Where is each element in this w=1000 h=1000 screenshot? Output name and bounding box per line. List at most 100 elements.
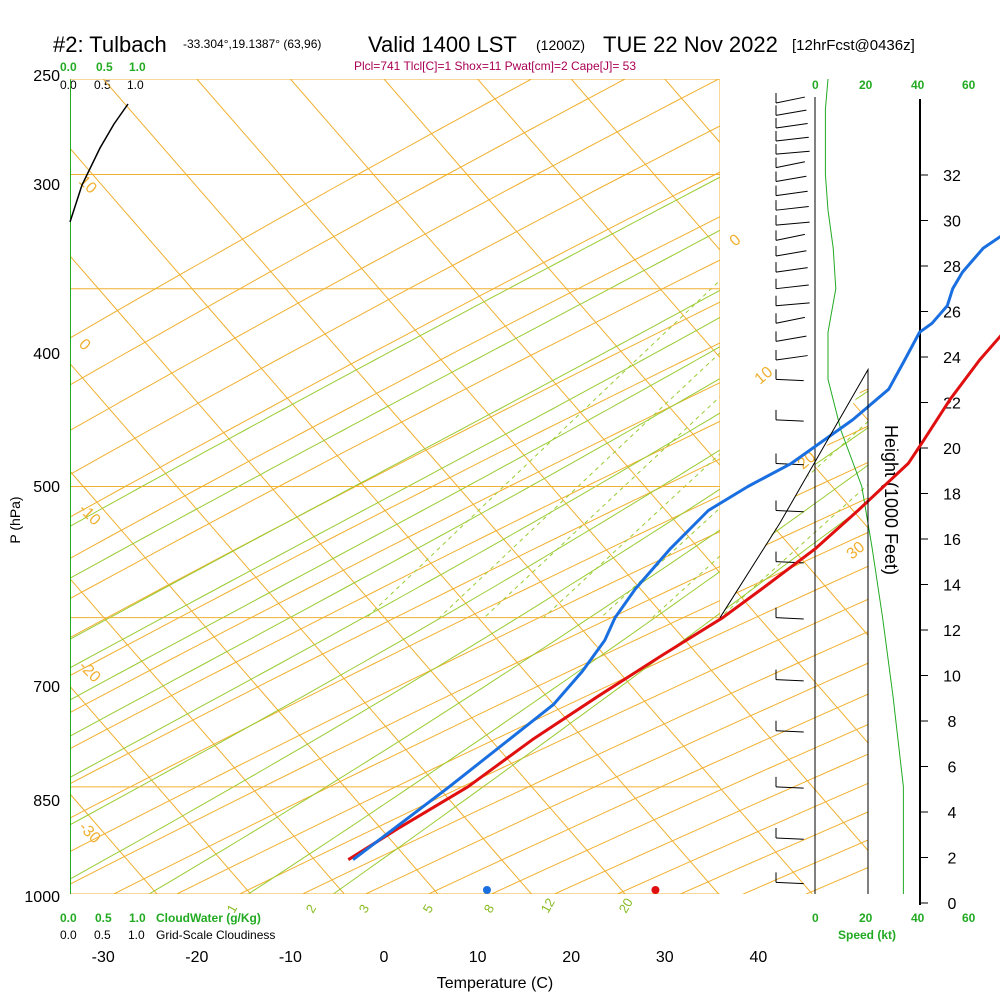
mixing-ratio-line (483, 79, 868, 619)
height-tick: 8 (948, 714, 957, 731)
height-axis-label: Height (1000 Feet) (881, 425, 901, 575)
moist-adiabat (70, 79, 868, 894)
cloud-scale-bottom-g1: 0.5 (95, 911, 112, 925)
valid-time: Valid 1400 LST (368, 32, 517, 57)
y-axis-label: P (hPa) (7, 496, 23, 543)
pressure-tick: 700 (33, 679, 60, 696)
speed-panel-labels: 0 20 40 60 0 20 40 60 Speed (kt) (812, 78, 976, 942)
moist-adiabat (70, 79, 868, 894)
height-tick: 20 (943, 441, 961, 458)
cloud-scale-bottom-g2: 1.0 (129, 911, 146, 925)
forecast-tag: [12hrFcst@0436z] (792, 37, 915, 54)
dry-adiabat (315, 79, 868, 894)
wind-barb (775, 786, 804, 789)
temperature-tick: 40 (750, 949, 768, 966)
temperature-tick: -30 (92, 949, 115, 966)
station-title: #2: Tulbach (53, 32, 167, 57)
wind-barb (775, 123, 808, 129)
mixing-ratio-label: 12 (538, 895, 558, 915)
wind-barb (775, 175, 807, 182)
cloud-scale-bottom: 0.0 0.5 1.0 CloudWater (g/Kg) 0.0 0.5 1.… (60, 911, 275, 942)
dry-adiabat (70, 79, 868, 894)
cloud-scale-bottom-b0: 0.0 (60, 928, 77, 942)
dry-adiabat (70, 79, 719, 894)
wind-barb (775, 250, 807, 257)
speed-top-60: 60 (962, 78, 976, 92)
cloud-scale-top-b2: 1.0 (127, 78, 144, 92)
moist-adiabat (70, 79, 868, 894)
moist-adiabat (70, 79, 868, 894)
wind-barb (775, 302, 810, 307)
wind-speed-line (824, 78, 904, 894)
speed-top-20: 20 (859, 78, 873, 92)
temperature-line (347, 334, 1000, 861)
wind-barb (775, 150, 810, 155)
dry-adiabat (70, 79, 868, 894)
mixing-ratio-label: 20 (616, 895, 636, 915)
height-tick: 2 (948, 851, 957, 868)
speed-label: Speed (kt) (838, 928, 896, 942)
dewpoint-line (352, 235, 1000, 861)
moist-adiabat (210, 79, 868, 894)
dry-adiabat-label: -30 (75, 819, 103, 847)
temperature-tick: 20 (562, 949, 580, 966)
wind-barb (775, 96, 805, 104)
indices-line: Plcl=741 Tlcl[C]=1 Shox=11 Pwat[cm]=2 Ca… (354, 59, 636, 73)
cloud-scale-bottom-b2: 1.0 (128, 928, 145, 942)
height-tick: 24 (943, 350, 961, 367)
moist-adiabat (298, 79, 868, 894)
surface-dewpoint-marker (482, 886, 491, 894)
height-tick: 22 (943, 396, 961, 413)
dry-adiabat-label: 0 (75, 336, 93, 354)
dry-adiabat (70, 79, 868, 894)
dry-adiabat (252, 79, 868, 894)
pressure-tick: 250 (33, 68, 60, 85)
cloud-scale-top-g0: 0.0 (60, 60, 77, 74)
skewt-grid (70, 79, 868, 894)
dry-adiabat (70, 79, 813, 894)
speed-bottom-20: 20 (859, 911, 873, 925)
cloud-scale-top-g1: 0.5 (96, 60, 113, 74)
mixing-ratio-label: 3 (356, 902, 373, 916)
zulu-time: (1200Z) (536, 37, 585, 53)
speed-bottom-60: 60 (962, 911, 976, 925)
dry-adiabat (377, 79, 868, 894)
mixing-ratio-label: 8 (481, 902, 498, 916)
wind-barb (775, 284, 809, 290)
wind-barb (775, 190, 808, 197)
moist-adiabat (107, 79, 868, 894)
cloudwater-label: CloudWater (g/Kg) (156, 911, 261, 925)
wind-barb (775, 881, 804, 885)
height-tick: 10 (943, 669, 961, 686)
wind-barb (775, 509, 804, 513)
wind-barb (775, 730, 804, 733)
moist-adiabat (70, 79, 868, 894)
wind-barb (775, 136, 809, 142)
dry-adiabat (70, 79, 868, 894)
wind-barb (775, 355, 808, 361)
dry-adiabat (70, 79, 868, 894)
cloud-scale-top-b0: 0.0 (60, 78, 77, 92)
wind-speed-panel (775, 78, 904, 894)
height-tick: 0 (948, 896, 957, 913)
speed-top-40: 40 (911, 78, 925, 92)
moist-adiabat (70, 79, 868, 894)
dry-adiabat (70, 79, 868, 894)
moist-adiabat (70, 79, 868, 894)
height-tick: 14 (943, 578, 961, 595)
temperature-tick: -10 (279, 949, 302, 966)
valid-date: TUE 22 Nov 2022 (603, 32, 778, 57)
cloud-scale-bottom-g0: 0.0 (60, 911, 77, 925)
pressure-tick: 1000 (24, 889, 60, 906)
height-tick: 18 (943, 487, 961, 504)
dry-adiabat (813, 79, 868, 894)
height-tick: 32 (943, 168, 961, 185)
isotherm-label-10: 10 (752, 364, 777, 389)
mixing-ratio-line (600, 79, 868, 619)
cloud-scale-top-b1: 0.5 (94, 78, 111, 92)
isotherm (70, 79, 252, 894)
cloudwater-curve (69, 103, 129, 223)
